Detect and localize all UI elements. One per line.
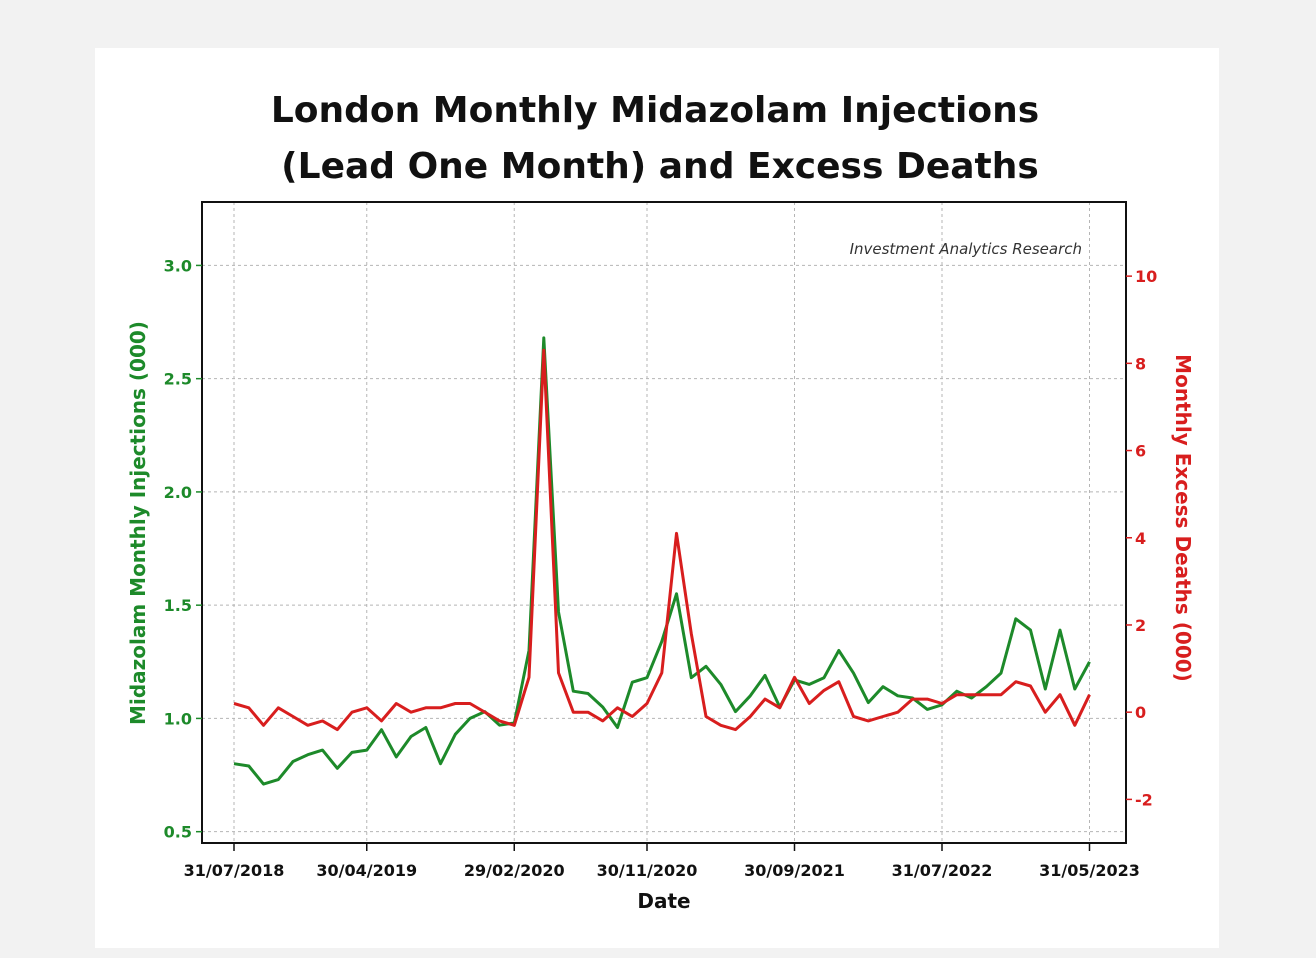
- chart: London Monthly Midazolam Injections (Lea…: [126, 90, 1195, 913]
- plot-frame: [201, 201, 1127, 844]
- chart-card: London Monthly Midazolam Injections (Lea…: [95, 48, 1219, 948]
- y-left-tick-label: 2.0: [164, 483, 192, 502]
- x-axis-title: Date: [637, 889, 690, 913]
- y-left-tick-label: 2.5: [164, 370, 192, 389]
- x-tick-label: 31/07/2022: [892, 861, 993, 880]
- y-left-tick-label: 1.0: [164, 709, 192, 728]
- x-tick-label: 30/09/2021: [744, 861, 845, 880]
- y-right-tick-label: 8: [1135, 354, 1146, 373]
- chart-title-line-1: London Monthly Midazolam Injections: [271, 90, 1039, 131]
- y-right-tick-label: 0: [1135, 703, 1146, 722]
- y-left-tick-label: 1.5: [164, 596, 192, 615]
- watermark: Investment Analytics Research: [850, 240, 1082, 258]
- chart-title-line-2: (Lead One Month) and Excess Deaths: [281, 146, 1039, 187]
- y-right-tick-label: 2: [1135, 616, 1146, 635]
- grid: [202, 202, 1126, 843]
- y-right-tick-label: 4: [1135, 529, 1146, 548]
- x-tick-label: 31/07/2018: [184, 861, 285, 880]
- axis-ticks: 31/07/2018 30/04/2019 29/02/2020 30/11/2020…: [164, 256, 1158, 880]
- x-tick-label: 29/02/2020: [464, 861, 565, 880]
- x-tick-label: 30/11/2020: [597, 861, 698, 880]
- series-lines: [233, 336, 1091, 786]
- x-tick-label: 31/05/2023: [1039, 861, 1140, 880]
- series-line-excess-deaths: [233, 348, 1091, 732]
- series-line-injections: [233, 336, 1091, 786]
- y-right-tick-label: 6: [1135, 442, 1146, 461]
- x-tick-label: 30/04/2019: [316, 861, 417, 880]
- y-left-tick-label: 3.0: [164, 256, 192, 275]
- y-right-tick-label: -2: [1135, 790, 1153, 809]
- y-axis-left-title: Midazolam Monthly Injections (000): [126, 321, 150, 725]
- y-right-tick-label: 10: [1135, 267, 1157, 286]
- y-left-tick-label: 0.5: [164, 823, 192, 842]
- y-axis-right-title: Monthly Excess Deaths (000): [1171, 354, 1195, 682]
